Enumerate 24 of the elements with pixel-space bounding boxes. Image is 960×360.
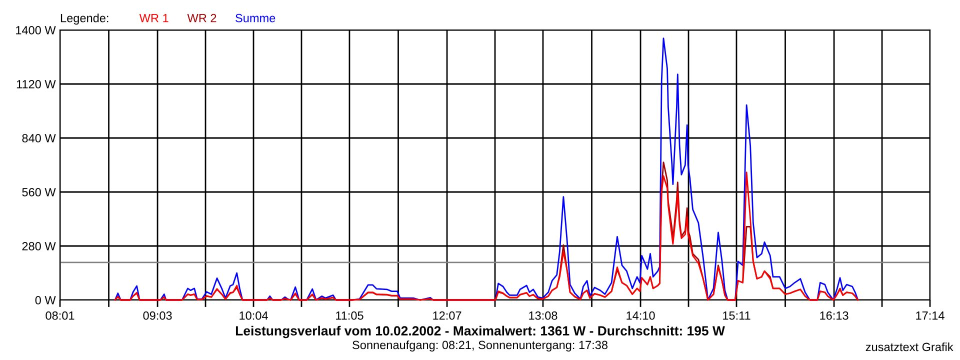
x-tick-label: 08:01 <box>46 311 74 320</box>
legend-title: Legende: <box>60 14 108 25</box>
x-tick-label: 16:13 <box>820 311 848 320</box>
text: WR 2 <box>187 14 216 22</box>
y-tick-label: 1400 W <box>16 26 56 34</box>
y-tick-label: 0 W <box>35 296 56 304</box>
y-tick-label: 1120 W <box>16 80 56 88</box>
x-tick-label: 14:10 <box>626 311 655 320</box>
y-tick-label: 280 W <box>22 242 56 250</box>
y-tick-label: 560 W <box>22 188 56 196</box>
text: zusatztext Grafik <box>866 342 954 352</box>
text: Sonnenaufgang: 08:21, Sonnenuntergang: 17:38 <box>352 340 608 352</box>
text: Summe <box>236 14 276 22</box>
line-series <box>114 38 859 301</box>
x-tick-label: 11:05 <box>336 311 364 320</box>
x-tick-label: 10:04 <box>240 311 268 320</box>
x-tick-label: 17:14 <box>916 312 944 320</box>
y-tick-label: 840 W <box>22 134 56 142</box>
x-tick-label: 15:11 <box>723 312 750 320</box>
x-tick-label: 09:03 <box>143 311 172 320</box>
x-tick-label: 12:07 <box>433 311 462 320</box>
text: WR 1 <box>139 14 168 22</box>
x-tick-label: 13:08 <box>529 311 558 320</box>
text: Leistungsverlauf vom 10.02.2002 - Maximalwert: 1361 W - Durchschnitt: 195 W <box>236 326 725 338</box>
